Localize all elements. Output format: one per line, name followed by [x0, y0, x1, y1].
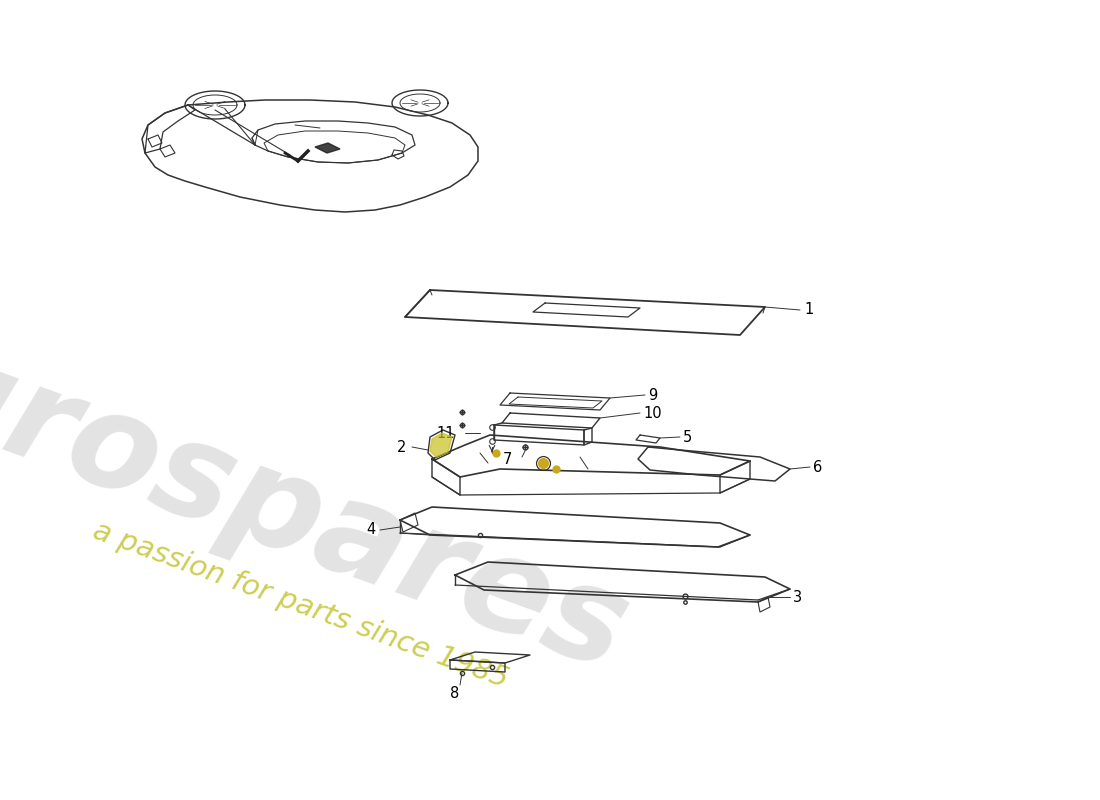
Text: 2: 2: [397, 439, 406, 454]
Text: 4: 4: [366, 522, 376, 538]
Text: 1: 1: [804, 302, 813, 318]
Text: eurospares: eurospares: [0, 293, 644, 698]
Polygon shape: [430, 433, 452, 457]
Text: 5: 5: [683, 430, 692, 445]
Text: 10: 10: [644, 406, 661, 421]
Text: 9: 9: [648, 387, 658, 402]
Text: 6: 6: [813, 459, 823, 474]
Text: 7: 7: [503, 453, 512, 467]
Polygon shape: [315, 143, 340, 153]
Text: 3: 3: [793, 590, 802, 605]
Text: 11: 11: [437, 426, 455, 441]
Text: 8: 8: [450, 686, 460, 701]
Text: a passion for parts since 1985: a passion for parts since 1985: [88, 517, 512, 694]
